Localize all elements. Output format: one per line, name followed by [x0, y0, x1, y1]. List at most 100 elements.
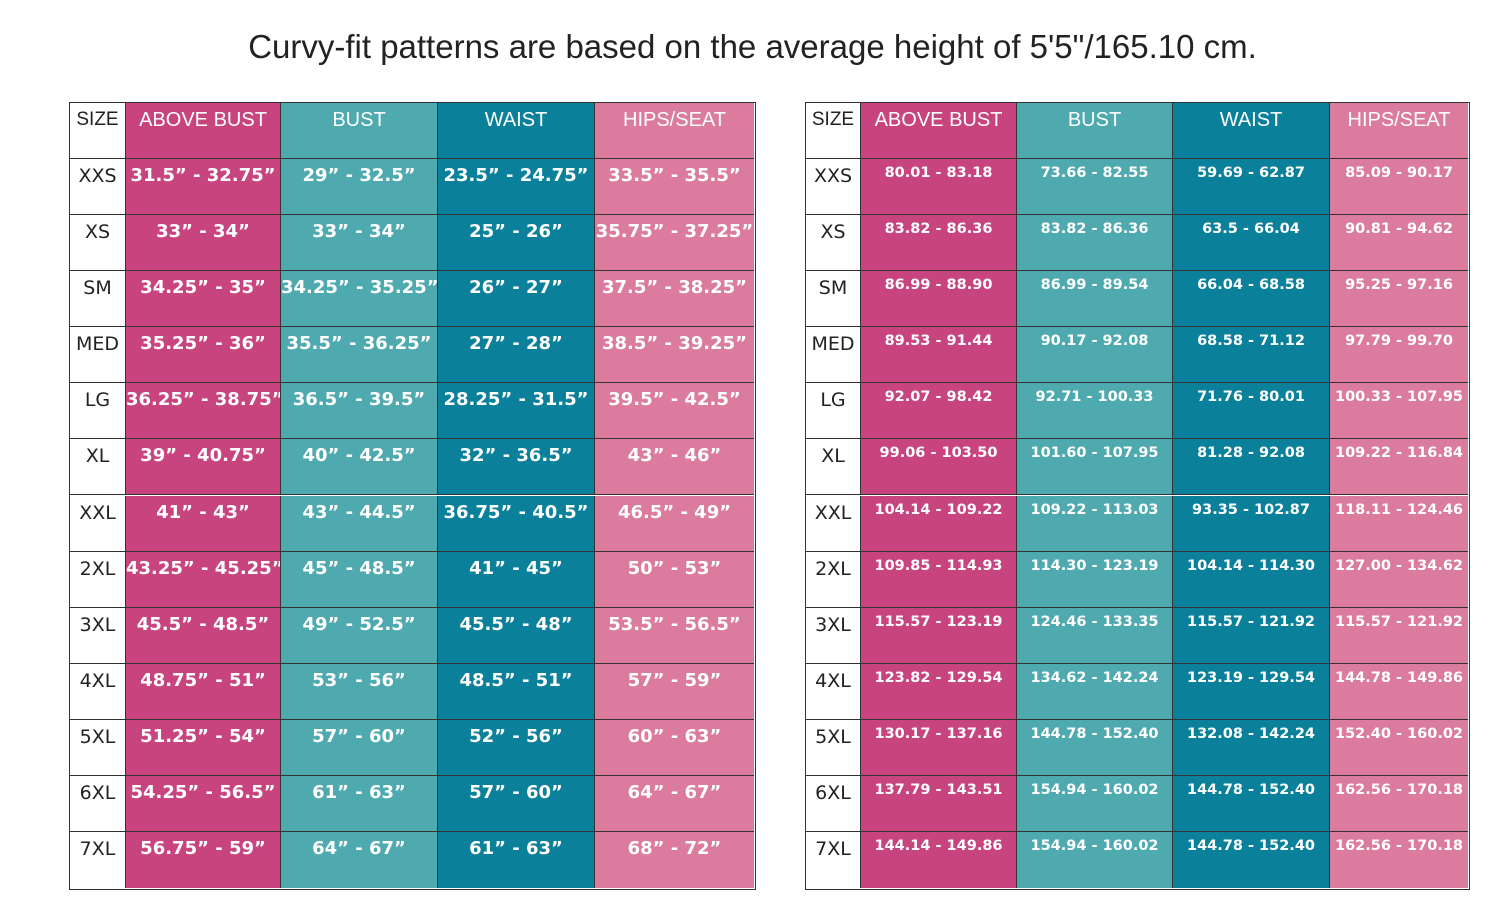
column-header: WAIST	[1173, 103, 1330, 160]
measurement-cell: 154.94 - 160.02	[1017, 831, 1173, 888]
measurement-cell: 43” - 44.5”	[281, 495, 438, 552]
measurement-cell: 144.14 - 149.86	[861, 831, 1017, 888]
measurement-cell: 35.5” - 36.25”	[281, 327, 438, 384]
measurement-cell: 132.08 - 142.24	[1173, 719, 1330, 776]
size-label: SM	[806, 271, 861, 328]
measurement-cell: 114.30 - 123.19	[1017, 551, 1173, 608]
measurement-cell: 134.62 - 142.24	[1017, 663, 1173, 720]
measurement-cell: 25” - 26”	[438, 215, 595, 272]
column-header: BUST	[281, 103, 438, 160]
measurement-cell: 53.5” - 56.5”	[595, 607, 754, 664]
measurement-cell: 33” - 34”	[281, 215, 438, 272]
measurement-cell: 52” - 56”	[438, 719, 595, 776]
size-label: XXL	[70, 495, 126, 552]
measurement-cell: 35.25” - 36”	[126, 327, 281, 384]
measurement-cell: 68.58 - 71.12	[1173, 327, 1330, 384]
size-label: 2XL	[70, 551, 126, 608]
measurement-cell: 109.85 - 114.93	[861, 551, 1017, 608]
size-label: MED	[806, 327, 861, 384]
measurement-cell: 57” - 60”	[438, 775, 595, 832]
measurement-cell: 66.04 - 68.58	[1173, 271, 1330, 328]
measurement-cell: 32” - 36.5”	[438, 439, 595, 496]
size-label: SM	[70, 271, 126, 328]
column-header: SIZE	[70, 103, 126, 160]
column-header: WAIST	[438, 103, 595, 160]
size-label: XXL	[806, 495, 861, 552]
measurement-cell: 90.81 - 94.62	[1330, 215, 1468, 272]
size-label: 3XL	[70, 607, 126, 664]
measurement-cell: 57” - 60”	[281, 719, 438, 776]
size-label: XS	[70, 215, 126, 272]
measurement-cell: 115.57 - 121.92	[1173, 607, 1330, 664]
column-header: HIPS/SEAT	[1330, 103, 1468, 160]
measurement-cell: 23.5” - 24.75”	[438, 159, 595, 216]
measurement-cell: 137.79 - 143.51	[861, 775, 1017, 832]
measurement-cell: 80.01 - 83.18	[861, 159, 1017, 216]
measurement-cell: 73.66 - 82.55	[1017, 159, 1173, 216]
measurement-cell: 144.78 - 152.40	[1173, 775, 1330, 832]
measurement-cell: 45.5” - 48”	[438, 607, 595, 664]
column-header: ABOVE BUST	[861, 103, 1017, 160]
measurement-cell: 49” - 52.5”	[281, 607, 438, 664]
size-label: 5XL	[70, 719, 126, 776]
measurement-cell: 39” - 40.75”	[126, 439, 281, 496]
measurement-cell: 45” - 48.5”	[281, 551, 438, 608]
measurement-cell: 101.60 - 107.95	[1017, 439, 1173, 496]
column-header: HIPS/SEAT	[595, 103, 754, 160]
measurement-cell: 40” - 42.5”	[281, 439, 438, 496]
measurement-cell: 104.14 - 109.22	[861, 495, 1017, 552]
measurement-cell: 29” - 32.5”	[281, 159, 438, 216]
measurement-cell: 144.78 - 149.86	[1330, 663, 1468, 720]
measurement-cell: 41” - 45”	[438, 551, 595, 608]
measurement-cell: 99.06 - 103.50	[861, 439, 1017, 496]
measurement-cell: 51.25” - 54”	[126, 719, 281, 776]
measurement-cell: 162.56 - 170.18	[1330, 831, 1468, 888]
size-label: XS	[806, 215, 861, 272]
measurement-cell: 83.82 - 86.36	[1017, 215, 1173, 272]
measurement-cell: 81.28 - 92.08	[1173, 439, 1330, 496]
size-label: 4XL	[806, 663, 861, 720]
measurement-cell: 61” - 63”	[281, 775, 438, 832]
measurement-cell: 26” - 27”	[438, 271, 595, 328]
measurement-cell: 92.71 - 100.33	[1017, 383, 1173, 440]
size-table-inches: SIZE ABOVE BUST BUST WAIST HIPS/SEAT XXS 31.5”…	[69, 102, 756, 890]
size-label: 6XL	[806, 775, 861, 832]
measurement-cell: 45.5” - 48.5”	[126, 607, 281, 664]
size-label: 6XL	[70, 775, 126, 832]
measurement-cell: 123.82 - 129.54	[861, 663, 1017, 720]
measurement-cell: 68” - 72”	[595, 831, 754, 888]
measurement-cell: 152.40 - 160.02	[1330, 719, 1468, 776]
measurement-cell: 48.75” - 51”	[126, 663, 281, 720]
measurement-cell: 28.25” - 31.5”	[438, 383, 595, 440]
size-label: 7XL	[806, 831, 861, 888]
measurement-cell: 37.5” - 38.25”	[595, 271, 754, 328]
measurement-cell: 41” - 43”	[126, 495, 281, 552]
measurement-cell: 83.82 - 86.36	[861, 215, 1017, 272]
measurement-cell: 86.99 - 89.54	[1017, 271, 1173, 328]
measurement-cell: 34.25” - 35”	[126, 271, 281, 328]
measurement-cell: 48.5” - 51”	[438, 663, 595, 720]
measurement-cell: 36.5” - 39.5”	[281, 383, 438, 440]
measurement-cell: 89.53 - 91.44	[861, 327, 1017, 384]
size-label: XXS	[806, 159, 861, 216]
measurement-cell: 36.25” - 38.75”	[126, 383, 281, 440]
size-label: XXS	[70, 159, 126, 216]
measurement-cell: 144.78 - 152.40	[1173, 831, 1330, 888]
measurement-cell: 33.5” - 35.5”	[595, 159, 754, 216]
measurement-cell: 95.25 - 97.16	[1330, 271, 1468, 328]
measurement-cell: 63.5 - 66.04	[1173, 215, 1330, 272]
size-label: MED	[70, 327, 126, 384]
measurement-cell: 34.25” - 35.25”	[281, 271, 438, 328]
measurement-cell: 54.25” - 56.5”	[126, 775, 281, 832]
measurement-cell: 56.75” - 59”	[126, 831, 281, 888]
size-label: LG	[806, 383, 861, 440]
size-label: 4XL	[70, 663, 126, 720]
measurement-cell: 104.14 - 114.30	[1173, 551, 1330, 608]
column-header: ABOVE BUST	[126, 103, 281, 160]
column-header: BUST	[1017, 103, 1173, 160]
measurement-cell: 46.5” - 49”	[595, 495, 754, 552]
page-title: Curvy-fit patterns are based on the aver…	[248, 28, 1257, 65]
size-label: XL	[70, 439, 126, 496]
measurement-cell: 124.46 - 133.35	[1017, 607, 1173, 664]
